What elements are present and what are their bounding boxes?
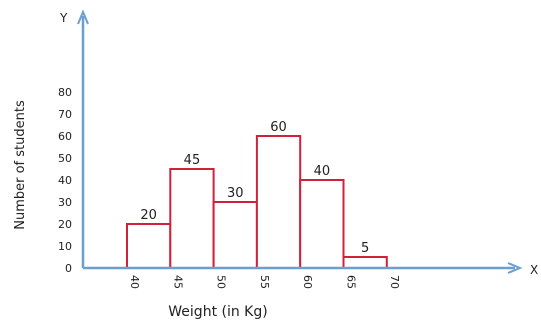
y-axis-ticks: 0 10 20 30 40 50 60 70 80	[58, 86, 72, 275]
x-axis-ticks: 40 45 50 55 60 65 70	[128, 275, 401, 289]
x-tick-label: 50	[215, 275, 228, 289]
bar-data-label: 45	[184, 153, 201, 168]
y-tick-label: 60	[58, 130, 72, 143]
bar	[212, 201, 258, 269]
x-axis-title: Weight (in Kg)	[168, 304, 267, 320]
bar-data-label: 40	[314, 164, 331, 179]
bar	[255, 135, 302, 269]
bar	[169, 168, 215, 269]
y-axis-letter: Y	[59, 11, 68, 25]
y-tick-label: 40	[58, 174, 72, 187]
bar	[342, 256, 388, 269]
y-axis-title: Number of students	[13, 100, 28, 230]
x-tick-label: 65	[345, 275, 358, 289]
y-tick-label: 20	[58, 218, 72, 231]
x-tick-label: 45	[171, 275, 184, 289]
y-tick-label: 50	[58, 152, 72, 165]
x-tick-label: 55	[258, 275, 271, 289]
bar-data-label: 5	[361, 241, 369, 256]
bar-data-label: 60	[270, 120, 287, 135]
bar	[126, 223, 172, 269]
bar	[299, 179, 345, 269]
x-axis-letter: X	[530, 263, 538, 277]
x-tick-label: 40	[128, 275, 141, 289]
bar-data-label: 20	[140, 208, 157, 223]
bars	[126, 135, 388, 269]
y-tick-label: 10	[58, 240, 72, 253]
y-tick-label: 80	[58, 86, 72, 99]
y-axis-arrow	[77, 9, 89, 25]
y-tick-label: 30	[58, 196, 72, 209]
x-tick-label: 70	[388, 275, 401, 289]
y-tick-label: 70	[58, 108, 72, 121]
bar-data-label: 30	[227, 186, 244, 201]
axes	[77, 9, 523, 274]
x-tick-label: 60	[301, 275, 314, 289]
y-tick-label: 0	[65, 262, 72, 275]
x-axis-arrow	[507, 262, 523, 274]
bar-data-labels: 20 45 30 60 40 5	[140, 120, 369, 256]
